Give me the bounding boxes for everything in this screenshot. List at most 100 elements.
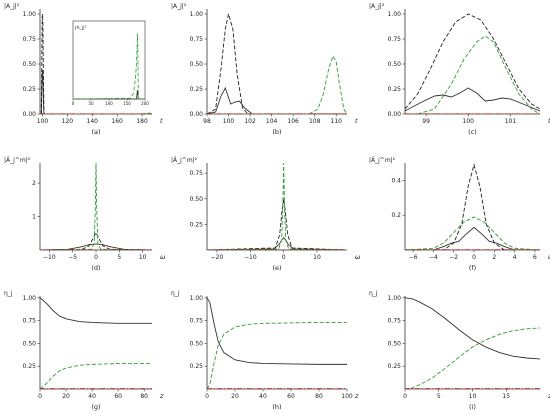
y-tick-label: 0.75 <box>388 36 402 43</box>
inset-x-tick-label: 100 <box>105 101 113 106</box>
x-tick-label: 40 <box>259 393 267 400</box>
inset-series-line-1 <box>72 33 145 100</box>
x-tick-label: −6 <box>409 254 418 261</box>
series-line-2 <box>207 162 347 250</box>
x-tick-label: 110 <box>331 118 343 125</box>
x-axis-label: ω <box>548 253 550 261</box>
x-axis-label: t <box>160 117 163 125</box>
inset-x-tick-label: 0 <box>72 101 75 106</box>
series-line-0 <box>207 297 347 365</box>
x-tick-label: 100 <box>341 393 353 400</box>
x-axis-label: z <box>354 392 359 400</box>
series-line-0 <box>207 86 347 114</box>
panel-caption: (g) <box>91 403 100 411</box>
y-tick-label: 0.50 <box>388 340 402 347</box>
x-tick-label: −5 <box>68 254 77 261</box>
y-tick-label: 0.00 <box>190 111 204 118</box>
panel-caption: (h) <box>272 403 281 411</box>
y-axis-label: |Â_j^m|² <box>171 157 198 164</box>
x-tick-label: 60 <box>287 393 295 400</box>
inset-series-line-0 <box>73 90 145 100</box>
y-tick-label: 0.25 <box>190 221 204 228</box>
series-line-1 <box>207 321 347 389</box>
y-tick-label: 0.75 <box>190 170 204 177</box>
y-tick-label: 0.50 <box>388 61 402 68</box>
x-axis-label: ω <box>160 253 166 261</box>
y-axis-label: η_j <box>171 290 180 297</box>
panel-caption: (f) <box>469 264 476 272</box>
y-tick-label: 1.00 <box>190 11 204 18</box>
x-tick-label: 102 <box>244 118 256 125</box>
y-axis-label: η_j <box>369 290 378 297</box>
x-axis-label: ω <box>355 253 361 261</box>
y-axis-label: |A_j|² <box>369 3 385 10</box>
series-line-1 <box>40 231 152 250</box>
inset-frame <box>72 20 146 100</box>
x-tick-label: 0 <box>403 393 407 400</box>
x-tick-label: 40 <box>88 393 96 400</box>
panel-caption: (c) <box>468 128 477 136</box>
panel-f: |Â_j^m|² ω −6 −4 −2 0 2 4 6 0.2 0.4 (f) <box>369 157 550 272</box>
y-tick-label: 0.50 <box>23 340 37 347</box>
series-line-0 <box>405 87 540 112</box>
y-tick-label: 0.50 <box>190 340 204 347</box>
inset-x-tick-label: 50 <box>88 101 94 106</box>
series-line-0 <box>40 297 152 324</box>
series-line-0 <box>405 226 540 250</box>
y-tick-label: 0.25 <box>23 86 37 93</box>
panel-c: |A_j|²t 99 100 101 0.00 0.25 0.50 0.75 1.00 (c) <box>369 3 550 136</box>
x-axis-label: t <box>548 117 550 125</box>
series-line-2 <box>40 162 152 250</box>
x-tick-label: −10 <box>244 254 257 261</box>
y-tick-label: 0.2 <box>391 212 401 219</box>
inset-x-tick-label: 150 <box>123 101 131 106</box>
x-tick-label: 4 <box>513 254 517 261</box>
series-line-2 <box>207 54 347 114</box>
x-tick-label: 120 <box>62 118 74 125</box>
y-tick-label: 0.50 <box>190 61 204 68</box>
panel-caption: (i) <box>469 403 476 411</box>
x-tick-label: 20 <box>231 393 239 400</box>
y-tick-label: 0.4 <box>391 177 401 184</box>
y-axis-label: |A_j|² <box>4 3 20 10</box>
y-tick-label: 0.75 <box>388 318 402 325</box>
x-tick-label: 60 <box>114 393 122 400</box>
x-tick-label: 104 <box>266 118 278 125</box>
x-axis-label: t <box>355 117 358 125</box>
x-tick-label: 5 <box>117 254 121 261</box>
y-tick-label: 0.75 <box>23 318 37 325</box>
inset-y-label: |A_j|² <box>75 25 87 31</box>
x-axis-label: z <box>547 392 550 400</box>
y-tick-label: 0.75 <box>190 318 204 325</box>
x-tick-label: 98 <box>203 118 211 125</box>
x-tick-label: 5 <box>437 393 441 400</box>
x-axis-label: z <box>159 392 164 400</box>
y-tick-label: 0.50 <box>190 196 204 203</box>
panel-h: η_jz 0 20 40 60 80 100 0.25 0.50 0.75 1.00 (h) <box>171 290 359 411</box>
y-tick-label: 1.00 <box>388 295 402 302</box>
x-tick-label: 6 <box>533 254 537 261</box>
series-line-1 <box>405 327 540 389</box>
series-line-2 <box>405 216 540 250</box>
x-tick-label: 100 <box>463 118 475 125</box>
x-tick-label: 100 <box>223 118 235 125</box>
panel-caption: (d) <box>91 264 100 272</box>
y-tick-label: 1.00 <box>388 11 402 18</box>
y-tick-label: 1.00 <box>23 11 37 18</box>
x-tick-label: −4 <box>429 254 438 261</box>
y-axis-label: η_j <box>4 290 13 297</box>
x-tick-label: 10 <box>469 393 477 400</box>
panel-g: η_jz 0 20 40 60 80 0.25 0.50 0.75 1.00 (g) <box>4 290 164 411</box>
y-tick-label: 1 <box>32 214 36 221</box>
x-tick-label: 0 <box>282 254 286 261</box>
y-tick-label: 0.50 <box>23 61 37 68</box>
x-tick-label: 100 <box>37 118 49 125</box>
y-axis-label: |Â_j^m|² <box>369 157 396 164</box>
y-tick-label: 0.00 <box>23 111 37 118</box>
x-tick-label: 0 <box>205 393 209 400</box>
panel-a: |A_j|²t 100 120 140 160 180 0.00 0.25 0.50 0.75 1.… <box>4 3 163 136</box>
y-tick-label: 0.75 <box>190 36 204 43</box>
series-line-0 <box>405 297 540 360</box>
y-axis-label: |Â_j^m|² <box>4 157 31 164</box>
x-tick-label: −10 <box>43 254 56 261</box>
